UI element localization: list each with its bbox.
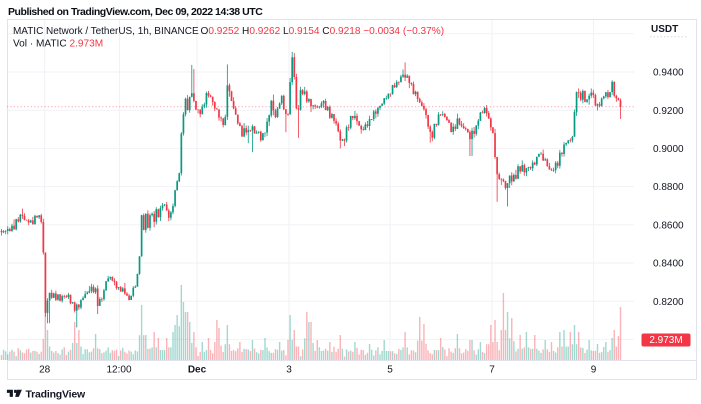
svg-text:USDT: USDT (651, 24, 678, 35)
svg-text:0.8600: 0.8600 (653, 220, 684, 231)
svg-text:Published on TradingView.com,: Published on TradingView.com, Dec 09, 20… (8, 6, 263, 18)
svg-text:2.973M: 2.973M (649, 335, 682, 346)
svg-text:0.8400: 0.8400 (653, 259, 684, 270)
svg-text:0.8800: 0.8800 (653, 182, 684, 193)
svg-text:O0.9252 H0.9262 L0.9154 C0.921: O0.9252 H0.9262 L0.9154 C0.9218 −0.0034 … (201, 26, 445, 37)
svg-text:MATIC Network / TetherUS, 1h,: MATIC Network / TetherUS, 1h, BINANCE (13, 26, 199, 37)
svg-text:Vol · MATIC 2.973M: Vol · MATIC 2.973M (13, 38, 103, 49)
svg-text:0.8200: 0.8200 (653, 297, 684, 308)
svg-text:0.9000: 0.9000 (653, 144, 684, 155)
svg-text:28: 28 (39, 365, 51, 376)
svg-text:0.9200: 0.9200 (653, 106, 684, 117)
svg-text:5: 5 (387, 365, 393, 376)
svg-text:3: 3 (286, 365, 292, 376)
svg-text:TradingView: TradingView (26, 388, 86, 400)
svg-text:Dec: Dec (188, 365, 207, 376)
svg-text:0.9400: 0.9400 (653, 68, 684, 79)
svg-text:7: 7 (489, 365, 495, 376)
svg-text:9: 9 (591, 365, 597, 376)
svg-text:12:00: 12:00 (106, 365, 131, 376)
